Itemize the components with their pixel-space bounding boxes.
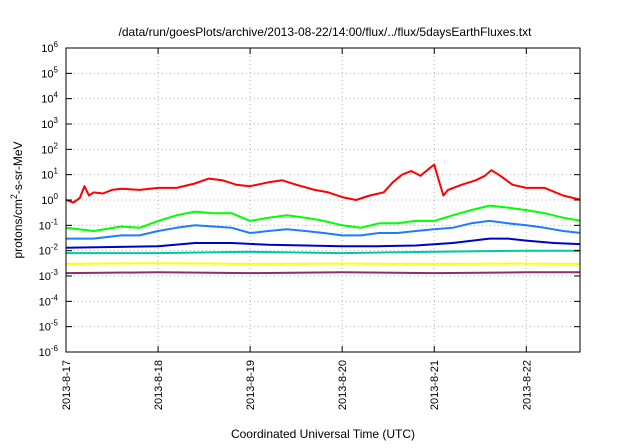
y-tick-label: 10-2 [39,243,59,258]
x-tick-label: 2013-8-22 [521,360,533,410]
data-series [66,163,580,275]
series-line-5 [66,249,580,255]
x-axis-label: Coordinated Universal Time (UTC) [231,427,415,441]
y-tick-label: 103 [41,116,58,131]
y-tick-label: 106 [41,40,58,55]
y-tick-label: 10-4 [39,293,59,308]
y-axis-label-main: protons/cm [11,199,25,258]
series-line-1 [66,163,580,204]
y-axis: 10-6 10-5 10-4 10-3 10-2 10-1 100 101 102 103 104 1… [39,40,580,359]
y-tick-label: 100 [41,192,58,207]
y-tick-label: 10-3 [39,268,59,283]
y-tick-label: 10-5 [39,319,59,334]
x-tick-label: 2013-8-19 [245,360,257,410]
y-tick-label: 101 [41,167,58,182]
y-axis-label: protons/cm2-s-sr-MeV [9,141,25,258]
x-tick-label: 2013-8-17 [61,360,73,410]
y-axis-label-sup: 2 [9,194,19,199]
series-line-7 [66,271,580,275]
grid [66,47,580,353]
chart-title: /data/run/goesPlots/archive/2013-08-22/1… [119,25,533,39]
x-tick-label: 2013-8-18 [153,360,165,410]
y-tick-label: 104 [41,91,58,106]
x-axis: 2013-8-17 2013-8-18 2013-8-19 2013-8-20 2013… [61,48,533,410]
series-line-6 [66,262,580,265]
y-axis-label-tail: -s-sr-MeV [11,141,25,194]
series-line-2 [66,204,580,232]
series-line-3 [66,219,580,240]
x-tick-label: 2013-8-21 [429,360,441,410]
y-tick-label: 102 [41,141,58,156]
y-tick-label: 105 [41,65,58,80]
y-tick-label: 10-6 [39,344,59,359]
series-line-4 [66,237,580,249]
x-tick-label: 2013-8-20 [337,360,349,410]
y-tick-label: 10-1 [39,217,59,232]
